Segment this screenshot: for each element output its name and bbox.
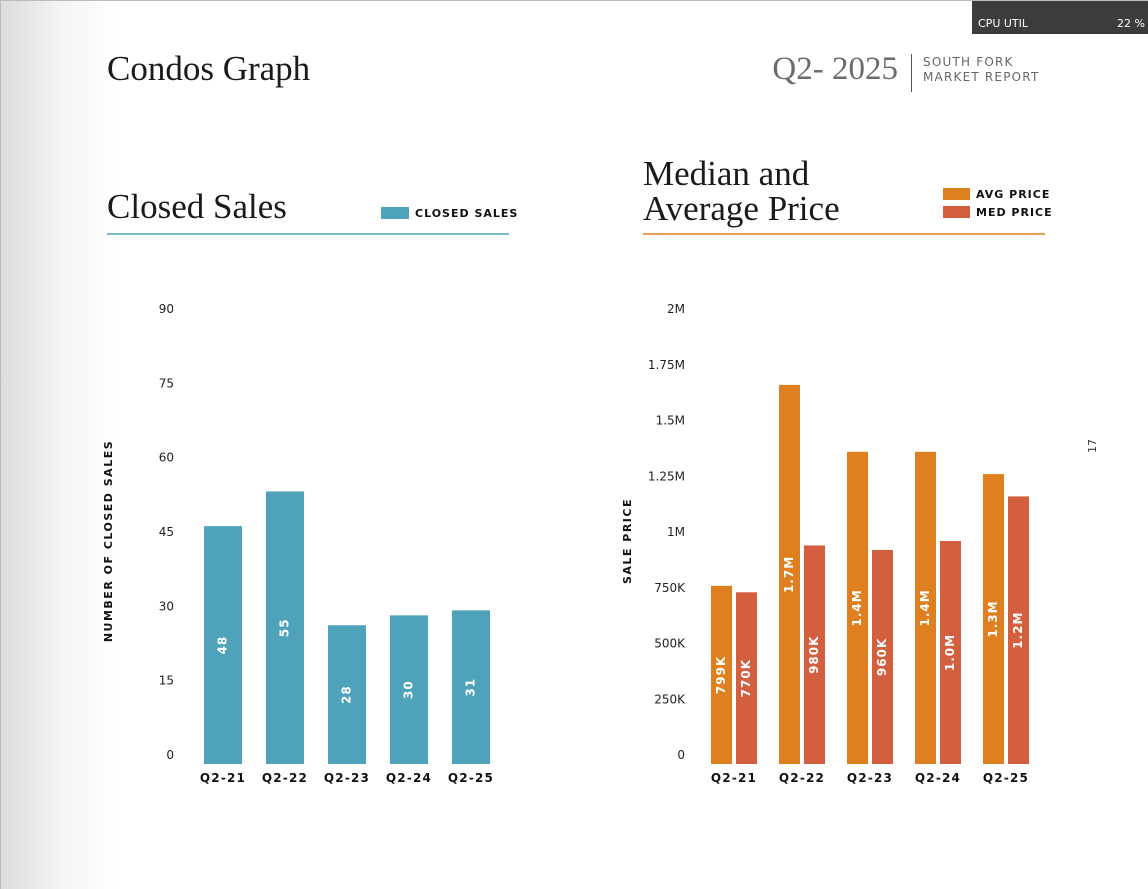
y-tick-label: 1.5M [656,414,685,428]
bar [204,526,242,764]
y-axis-label: SALE PRICE [621,498,634,584]
legend-swatch [943,206,970,218]
bar [736,592,757,764]
bar [390,615,428,764]
value-label: 1.3M [986,600,1000,637]
bar [1008,496,1029,764]
page-title: Condos Graph [107,49,311,88]
x-tick-label: Q2-23 [847,771,893,785]
bar [804,545,825,764]
value-label: 960K [875,638,889,676]
y-tick-label: 15 [159,674,174,688]
y-tick-label: 60 [159,451,174,465]
value-label: 770K [739,659,753,697]
bar [915,451,936,764]
bar [940,541,961,764]
overlay-value: 22 % [1117,17,1145,30]
bar [779,384,800,764]
value-label: 28 [340,685,354,704]
value-label: 799K [714,656,728,694]
legend-swatch [381,207,409,219]
value-label: 1.0M [943,634,957,671]
bar [711,585,732,764]
perf-overlay: CPU UTIL 22 % [972,1,1148,34]
legend-label: AVG PRICE [976,188,1050,201]
report-name: SOUTH FORK MARKET REPORT [923,55,1040,85]
x-tick-label: Q2-23 [324,771,370,785]
chart-title: Median and Average Price [643,154,840,228]
bar [266,491,304,764]
y-tick-label: 500K [654,637,686,651]
chart-title: Closed Sales [107,187,287,226]
value-label: 55 [278,618,292,637]
y-tick-label: 1.75M [648,358,685,372]
x-tick-label: Q2-25 [983,771,1029,785]
x-tick-label: Q2-22 [779,771,825,785]
value-label: 48 [216,636,230,655]
x-tick-label: Q2-24 [386,771,432,785]
y-tick-label: 1.25M [648,469,685,483]
y-tick-label: 0 [677,748,685,762]
y-axis-label: NUMBER OF CLOSED SALES [102,440,115,642]
report-line: SOUTH FORK [923,55,1014,69]
y-tick-label: 90 [159,302,174,316]
legend-swatch [943,188,970,200]
y-tick-label: 1M [667,525,685,539]
bar [872,549,893,764]
bar [983,474,1004,764]
value-label: 1.4M [850,589,864,626]
bar [847,451,868,764]
report-line: MARKET REPORT [923,70,1040,84]
value-label: 1.7M [782,556,796,593]
x-tick-label: Q2-25 [448,771,494,785]
value-label: 1.2M [1011,612,1025,649]
divider [911,54,912,92]
y-tick-label: 45 [159,525,174,539]
bar [328,625,366,764]
y-tick-label: 250K [654,692,686,706]
y-tick-label: 2M [667,302,685,316]
legend-label: MED PRICE [976,206,1053,219]
x-tick-label: Q2-22 [262,771,308,785]
x-tick-label: Q2-21 [711,771,757,785]
bar [452,610,490,764]
value-label: 1.4M [918,589,932,626]
value-label: 31 [464,678,478,697]
value-label: 980K [807,636,821,674]
page-number: 17 [1086,439,1099,453]
x-tick-label: Q2-24 [915,771,961,785]
value-label: 30 [402,680,416,699]
y-tick-label: 75 [159,376,174,390]
overlay-label: CPU UTIL [978,17,1029,30]
x-tick-label: Q2-21 [200,771,246,785]
y-tick-label: 0 [166,748,174,762]
y-tick-label: 750K [654,581,686,595]
y-tick-label: 30 [159,599,174,613]
period: Q2- 2025 [772,51,898,87]
legend-label: CLOSED SALES [415,207,518,220]
